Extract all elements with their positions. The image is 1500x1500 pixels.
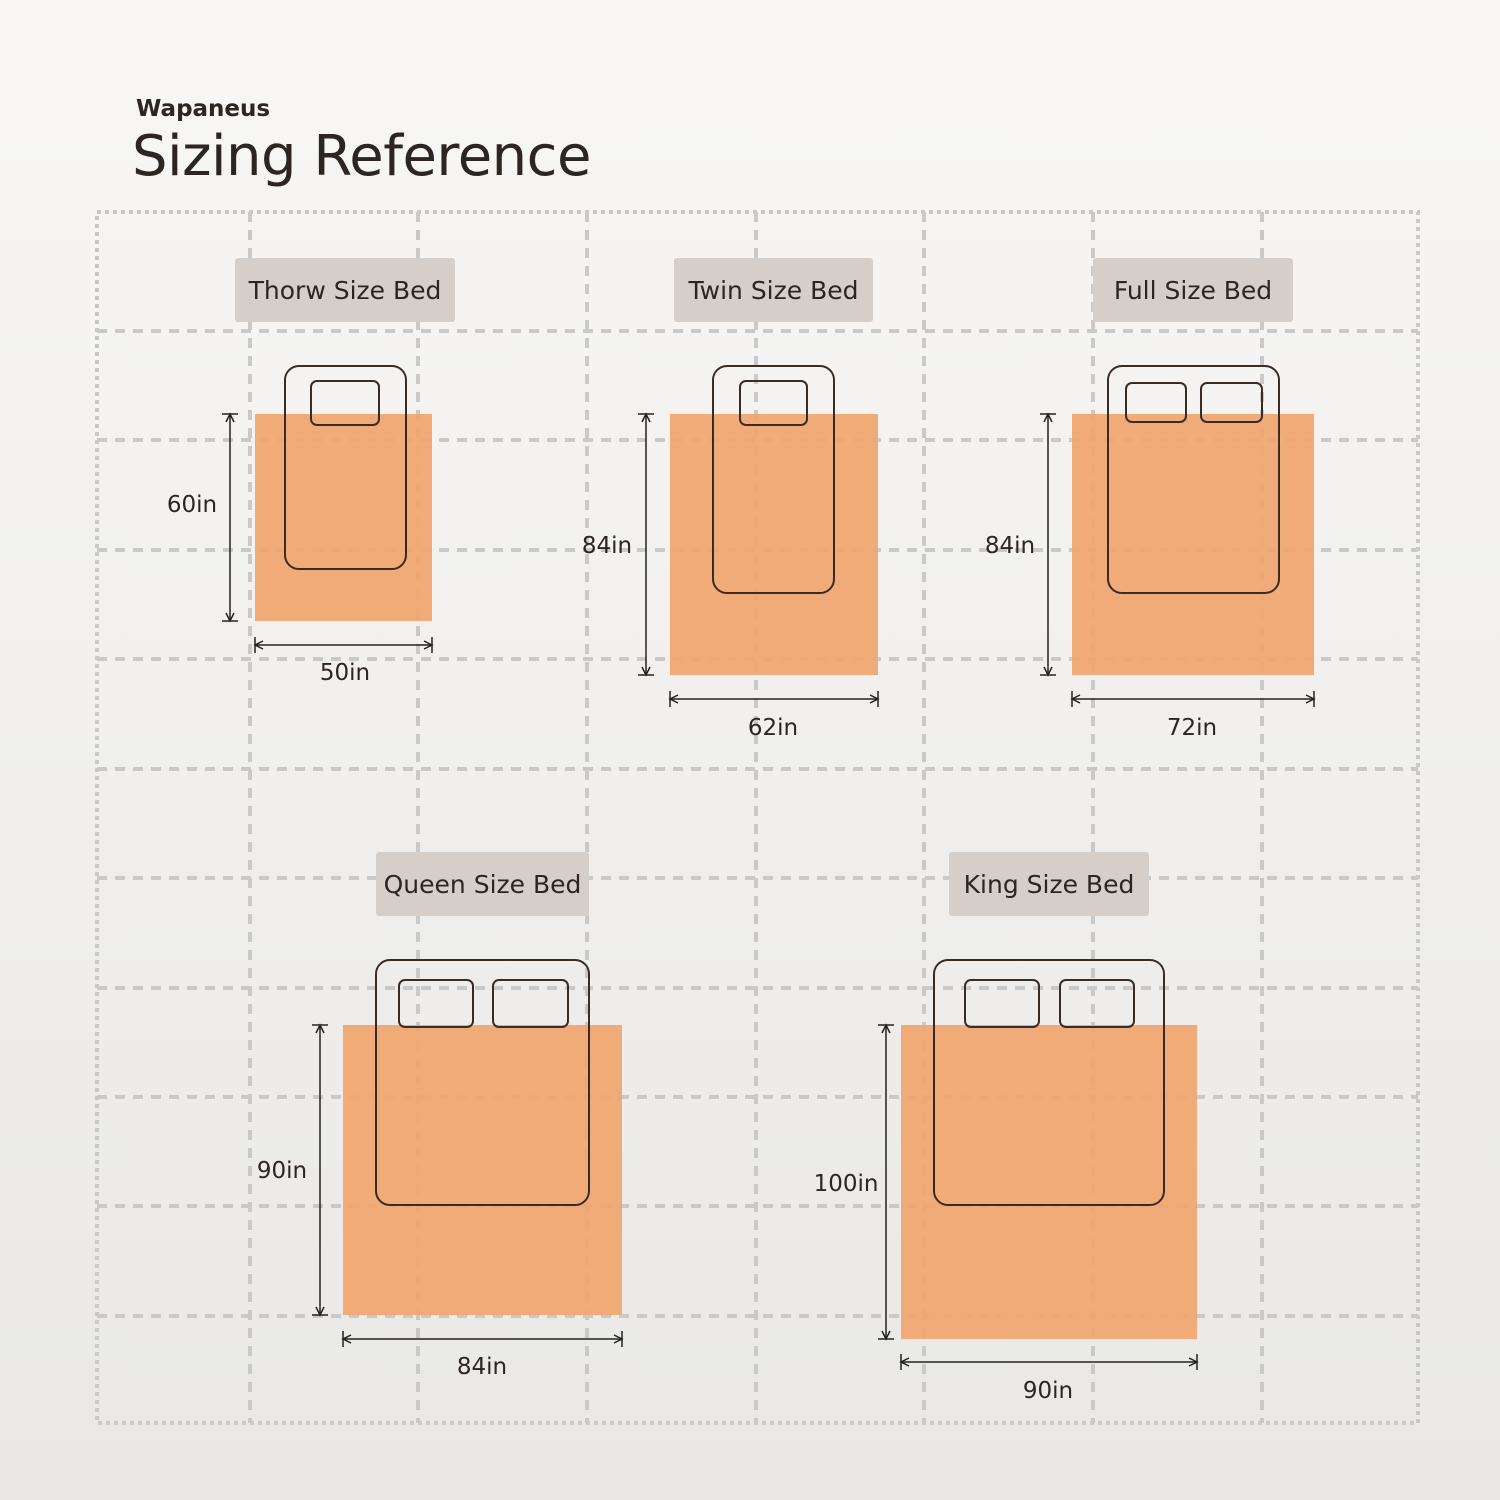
arrow-icon — [225, 612, 235, 623]
arrow-icon — [225, 412, 235, 423]
pillow-icon — [492, 979, 569, 1028]
arrow-icon — [668, 694, 679, 704]
arrow-icon — [641, 666, 651, 677]
length-dimension — [878, 1023, 894, 1341]
pillow-icon — [1125, 382, 1187, 423]
arrow-icon — [881, 1023, 891, 1034]
size-label: Full Size Bed — [1114, 276, 1272, 305]
bed-size-3: Full Size Bed 84in 72in — [985, 258, 1316, 741]
arrow-icon — [1043, 666, 1053, 677]
arrow-icon — [1305, 694, 1316, 704]
arrow-icon — [1043, 412, 1053, 423]
pillow-icon — [310, 380, 380, 426]
length-dimension — [312, 1023, 328, 1317]
width-label: 62in — [748, 715, 798, 741]
width-dimension — [668, 691, 880, 707]
bed-size-5: King Size Bed 100in 90in — [814, 852, 1199, 1404]
arrow-icon — [315, 1023, 325, 1034]
width-label: 90in — [1023, 1378, 1073, 1404]
width-dimension — [1070, 691, 1316, 707]
rug — [901, 1025, 1197, 1339]
width-label: 84in — [457, 1354, 507, 1380]
pillow-icon — [1059, 979, 1135, 1028]
size-label-box — [674, 258, 873, 322]
size-label: Twin Size Bed — [688, 276, 859, 305]
length-label: 60in — [167, 492, 217, 518]
rug — [1072, 414, 1314, 675]
length-label: 84in — [985, 533, 1035, 559]
background-grid — [95, 210, 1420, 1425]
width-dimension — [341, 1331, 624, 1347]
width-dimension — [899, 1354, 1199, 1370]
bed-size-2: Twin Size Bed 84in 62in — [582, 258, 880, 741]
arrow-icon — [899, 1357, 910, 1367]
size-label: King Size Bed — [964, 870, 1135, 899]
bed-frame-icon — [375, 959, 590, 1206]
arrow-icon — [869, 694, 880, 704]
bed-frame-icon — [712, 365, 835, 594]
width-label: 50in — [320, 660, 370, 686]
rug — [343, 1025, 622, 1315]
length-label: 84in — [582, 533, 632, 559]
length-label: 90in — [257, 1158, 307, 1184]
arrow-icon — [881, 1330, 891, 1341]
arrow-icon — [1070, 694, 1081, 704]
pillow-icon — [739, 380, 808, 426]
length-dimension — [638, 412, 654, 677]
arrow-icon — [423, 640, 434, 650]
arrow-icon — [641, 412, 651, 423]
arrow-icon — [253, 640, 264, 650]
brand-name: Wapaneus — [136, 96, 271, 122]
bed-frame-icon — [933, 959, 1165, 1206]
arrow-icon — [315, 1306, 325, 1317]
width-dimension — [253, 637, 434, 653]
page-title: Sizing Reference — [132, 124, 591, 189]
bed-size-4: Queen Size Bed 90in 84in — [257, 852, 624, 1380]
rug — [670, 414, 878, 675]
size-label-box — [949, 852, 1149, 916]
bed-size-1: Thorw Size Bed 60in 50in — [167, 258, 455, 686]
length-dimension — [1040, 412, 1056, 677]
arrow-icon — [1188, 1357, 1199, 1367]
pillow-icon — [398, 979, 474, 1028]
size-label-box — [1093, 258, 1293, 322]
width-label: 72in — [1167, 715, 1217, 741]
length-label: 100in — [814, 1171, 879, 1197]
arrow-icon — [613, 1334, 624, 1344]
bed-frame-icon — [1107, 365, 1280, 594]
size-label-box — [235, 258, 455, 322]
length-dimension — [222, 412, 238, 623]
arrow-icon — [341, 1334, 352, 1344]
pillow-icon — [1200, 382, 1263, 423]
bed-frame-icon — [284, 365, 407, 570]
pillow-icon — [964, 979, 1040, 1028]
size-label-box — [376, 852, 589, 916]
size-label: Queen Size Bed — [384, 870, 582, 899]
size-label: Thorw Size Bed — [248, 276, 442, 305]
